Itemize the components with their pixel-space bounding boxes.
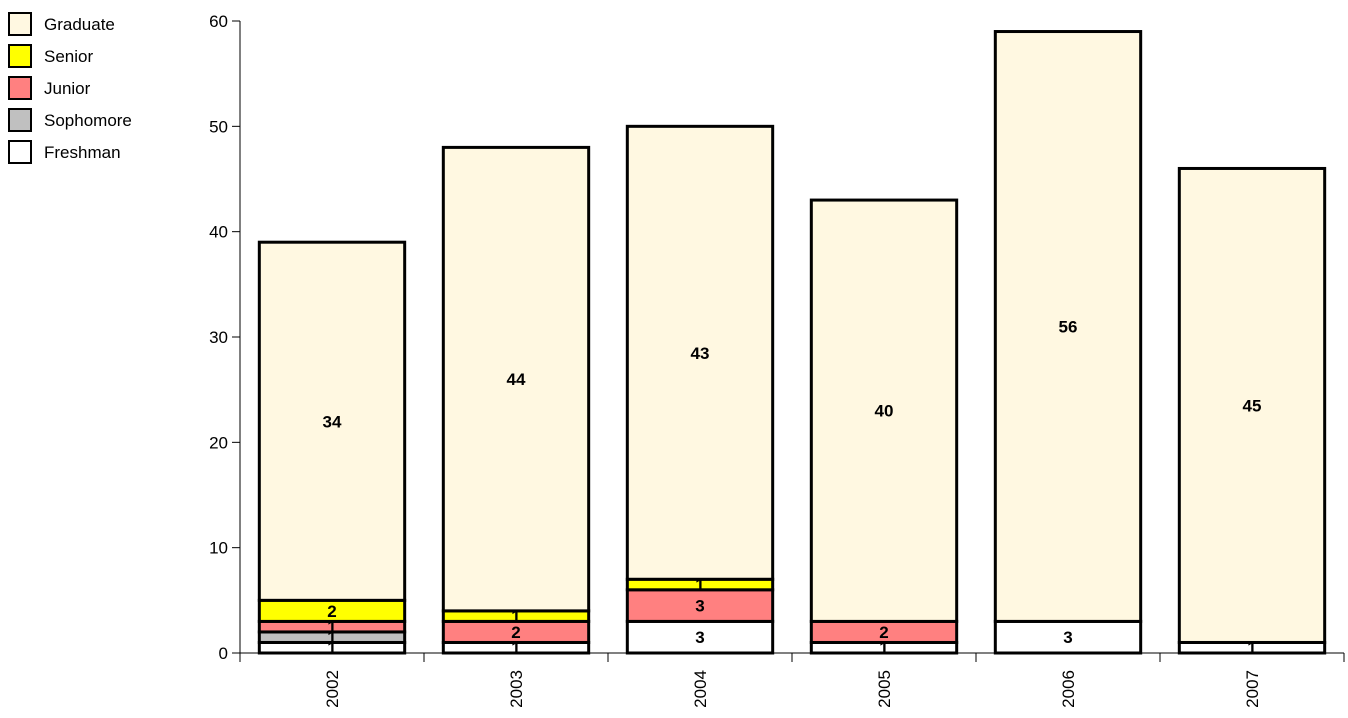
legend-label-junior: Junior [44,78,91,98]
data-label-freshman: 1 [1247,639,1256,658]
data-label-graduate: 43 [691,344,710,363]
bar-segment-graduate [993,30,1143,623]
bars [257,30,1327,655]
x-tick-label: 2002 [323,670,342,708]
legend-label-senior: Senior [44,46,94,66]
y-tick-label: 10 [209,539,228,558]
legend-item-junior: Junior [8,72,132,104]
bar-segment-freshman [625,619,775,655]
bar-segment-graduate [625,124,775,581]
legend-item-senior: Senior [8,40,132,72]
legend-item-freshman: Freshman [8,136,132,168]
data-label-graduate: 34 [323,412,342,431]
legend-label-graduate: Graduate [44,14,115,34]
y-tick-label: 50 [209,117,228,136]
bar-segment-graduate [809,198,959,623]
data-label-graduate: 56 [1059,317,1078,336]
data-label-freshman: 3 [1063,628,1072,647]
x-axis: 2002 2003 2004 2005 2006 2007 [239,652,1345,708]
data-label-freshman: 1 [511,639,520,658]
legend-label-sophomore: Sophomore [44,110,132,130]
x-tick-label: 2007 [1243,670,1262,708]
data-label-freshman: 1 [879,639,888,658]
x-tick-label: 2005 [875,670,894,708]
data-label-senior: 2 [327,602,336,621]
data-label-junior: 2 [879,623,888,642]
legend-swatch-junior [8,76,32,100]
data-label-graduate: 44 [507,370,526,389]
bar-segment-freshman [993,619,1143,655]
y-tick-label: 30 [209,328,228,347]
legend-swatch-senior [8,44,32,68]
bar-segment-graduate [441,145,591,613]
data-label-sophomore: 1 [327,628,336,647]
data-label-senior: 1 [695,576,704,595]
bar-segment-graduate [257,240,407,602]
data-label-freshman: 3 [695,628,704,647]
x-tick-label: 2004 [691,670,710,708]
legend: Graduate Senior Junior Sophomore Freshma… [8,8,132,168]
data-label-graduate: 45 [1243,396,1262,415]
data-label-graduate: 40 [875,402,894,421]
y-axis: 0 10 20 30 40 50 60 [209,12,241,663]
legend-item-sophomore: Sophomore [8,104,132,136]
y-tick-label: 60 [209,12,228,31]
y-tick-label: 20 [209,433,228,452]
data-label-senior: 1 [511,607,520,626]
data-label-junior: 3 [695,597,704,616]
y-tick-label: 40 [209,223,228,242]
x-tick-label: 2003 [507,670,526,708]
legend-label-freshman: Freshman [44,142,121,162]
y-tick-label: 0 [219,644,228,663]
legend-swatch-freshman [8,140,32,164]
legend-swatch-sophomore [8,108,32,132]
bar-segment-graduate [1177,166,1327,644]
x-tick-label: 2006 [1059,670,1078,708]
legend-swatch-graduate [8,12,32,36]
data-label-junior: 1 [327,618,336,637]
legend-item-graduate: Graduate [8,8,132,40]
data-label-junior: 2 [511,623,520,642]
data-label-freshman: 1 [327,639,336,658]
